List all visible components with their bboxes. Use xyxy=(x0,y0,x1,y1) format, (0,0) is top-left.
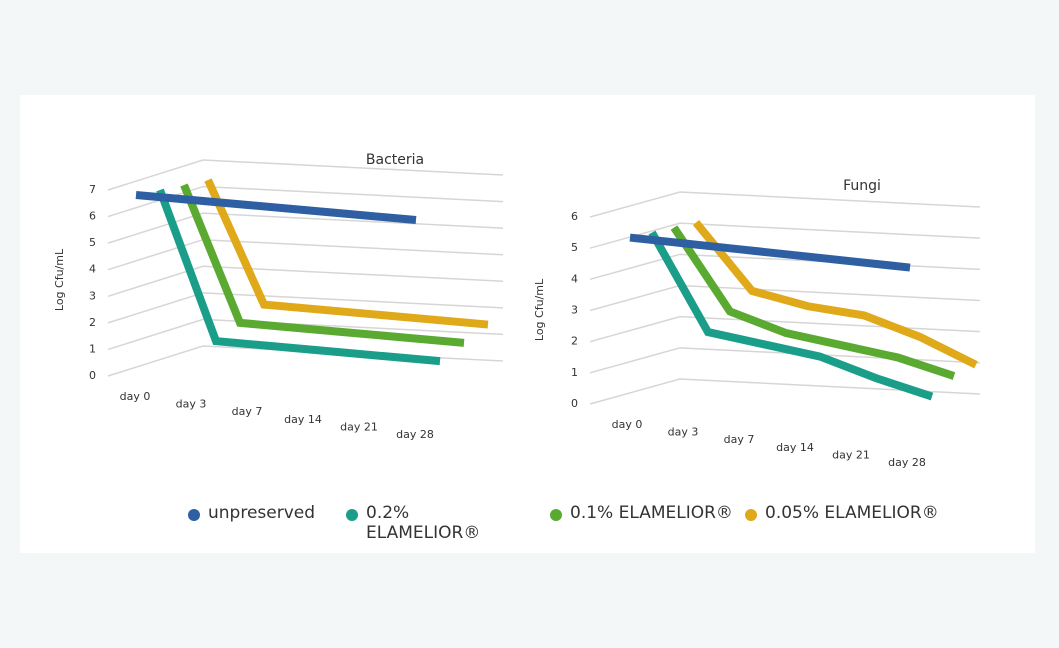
x-tick-label: day 14 xyxy=(776,441,814,454)
x-tick-label: day 3 xyxy=(176,398,207,411)
series-line xyxy=(180,183,465,347)
y-tick-label: 5 xyxy=(89,236,96,249)
legend-swatch xyxy=(188,509,200,521)
legend-label: 0.05% ELAMELIOR® xyxy=(765,503,939,523)
y-tick-label: 4 xyxy=(89,263,96,276)
series-line xyxy=(648,230,934,401)
grid-line xyxy=(107,238,504,271)
y-axis-label: Log Cfu/mL xyxy=(53,248,66,311)
legend-item: unpreserved xyxy=(188,503,318,523)
x-tick-label: day 21 xyxy=(832,448,870,461)
grid-line xyxy=(107,292,504,324)
grid-line xyxy=(589,315,981,343)
x-tick-label: day 21 xyxy=(340,420,378,433)
chart-title: Bacteria xyxy=(366,152,424,168)
chart-title: Fungi xyxy=(843,178,881,194)
x-tick-label: day 7 xyxy=(724,433,755,446)
legend-label: 0.2% ELAMELIOR® xyxy=(366,503,481,543)
legend-item: 0.2% ELAMELIOR® xyxy=(346,503,486,543)
grid-line xyxy=(107,159,504,191)
y-tick-label: 0 xyxy=(89,369,96,382)
x-tick-label: day 28 xyxy=(396,428,434,441)
x-tick-label: day 0 xyxy=(120,390,151,403)
grid-line xyxy=(107,185,504,218)
y-tick-label: 1 xyxy=(571,366,578,379)
x-tick-label: day 0 xyxy=(612,418,643,431)
series-line xyxy=(204,178,489,329)
y-tick-label: 6 xyxy=(89,210,96,223)
x-tick-label: day 7 xyxy=(232,405,263,418)
grid-line xyxy=(107,265,504,298)
grid-line xyxy=(589,378,981,405)
grid-line xyxy=(589,191,981,218)
y-tick-label: 5 xyxy=(571,241,578,254)
legend-item: 0.05% ELAMELIOR® xyxy=(745,503,945,523)
grid-line xyxy=(107,318,504,351)
y-tick-label: 6 xyxy=(571,210,578,223)
y-axis-label: Log Cfu/mL xyxy=(533,278,546,341)
x-tick-label: day 3 xyxy=(668,426,699,439)
legend-swatch xyxy=(745,509,757,521)
y-tick-label: 0 xyxy=(571,397,578,410)
grid-line xyxy=(107,212,504,244)
grid-line xyxy=(589,222,981,249)
legend-item: 0.1% ELAMELIOR® xyxy=(550,503,740,523)
y-tick-label: 2 xyxy=(571,335,578,348)
y-tick-label: 2 xyxy=(89,316,96,329)
y-tick-label: 7 xyxy=(89,183,96,196)
y-tick-label: 3 xyxy=(89,289,96,302)
series-line xyxy=(670,225,956,380)
legend-swatch xyxy=(346,509,358,521)
legend-label: unpreserved xyxy=(208,503,316,523)
y-tick-label: 4 xyxy=(571,272,578,285)
series-line xyxy=(692,220,978,369)
grid-line xyxy=(589,347,981,374)
legend-label: 0.1% ELAMELIOR® xyxy=(570,503,733,523)
series-line xyxy=(135,191,417,224)
y-tick-label: 3 xyxy=(571,304,578,317)
series-line xyxy=(156,188,441,366)
x-tick-label: day 28 xyxy=(888,456,926,469)
series-line xyxy=(629,233,911,272)
legend-swatch xyxy=(550,509,562,521)
x-tick-label: day 14 xyxy=(284,413,322,426)
y-tick-label: 1 xyxy=(89,342,96,355)
